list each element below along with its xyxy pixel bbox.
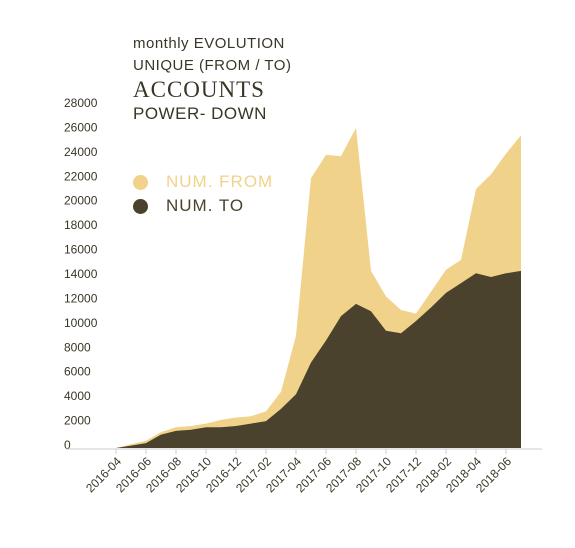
chart-title-line-4: POWER- DOWN: [133, 104, 267, 123]
y-axis-tick-labels: 0 2000 4000 6000 8000 10000 12000 14000 16000 180…: [64, 96, 98, 452]
y-tick-label: 14000: [64, 267, 98, 281]
y-tick-label: 2000: [64, 414, 91, 428]
y-tick-label: 26000: [64, 120, 98, 134]
legend-label-to: NUM. TO: [166, 196, 245, 215]
y-tick-label: 20000: [64, 194, 98, 208]
y-tick-label: 22000: [64, 169, 98, 183]
legend-swatch-to: [133, 198, 148, 214]
legend-swatch-from: [133, 174, 148, 190]
legend-item-to: NUM. TO: [133, 196, 244, 216]
chart-title-line-3: ACCOUNTS: [133, 77, 265, 102]
chart-title-line-1: monthly EVOLUTION: [133, 35, 285, 52]
series-area-to: [116, 270, 521, 448]
legend-item-from: NUM. FROM: [133, 172, 273, 192]
x-axis-tick-labels: 2016-042016-062016-082016-102016-122017-…: [83, 449, 514, 495]
y-tick-label: 10000: [64, 316, 98, 330]
y-tick-label: 8000: [64, 340, 91, 354]
y-tick-label: 6000: [64, 365, 91, 379]
y-tick-label: 24000: [64, 145, 98, 159]
chart-areas: [116, 128, 521, 448]
y-tick-label: 28000: [64, 96, 98, 110]
y-tick-label: 4000: [64, 389, 91, 403]
y-tick-label: 12000: [64, 291, 98, 305]
y-tick-label: 0: [64, 438, 71, 452]
y-tick-label: 16000: [64, 243, 98, 257]
y-tick-label: 18000: [64, 218, 98, 232]
legend-label-from: NUM. FROM: [166, 172, 274, 191]
chart-title-line-2: UNIQUE (FROM / TO): [133, 57, 292, 74]
